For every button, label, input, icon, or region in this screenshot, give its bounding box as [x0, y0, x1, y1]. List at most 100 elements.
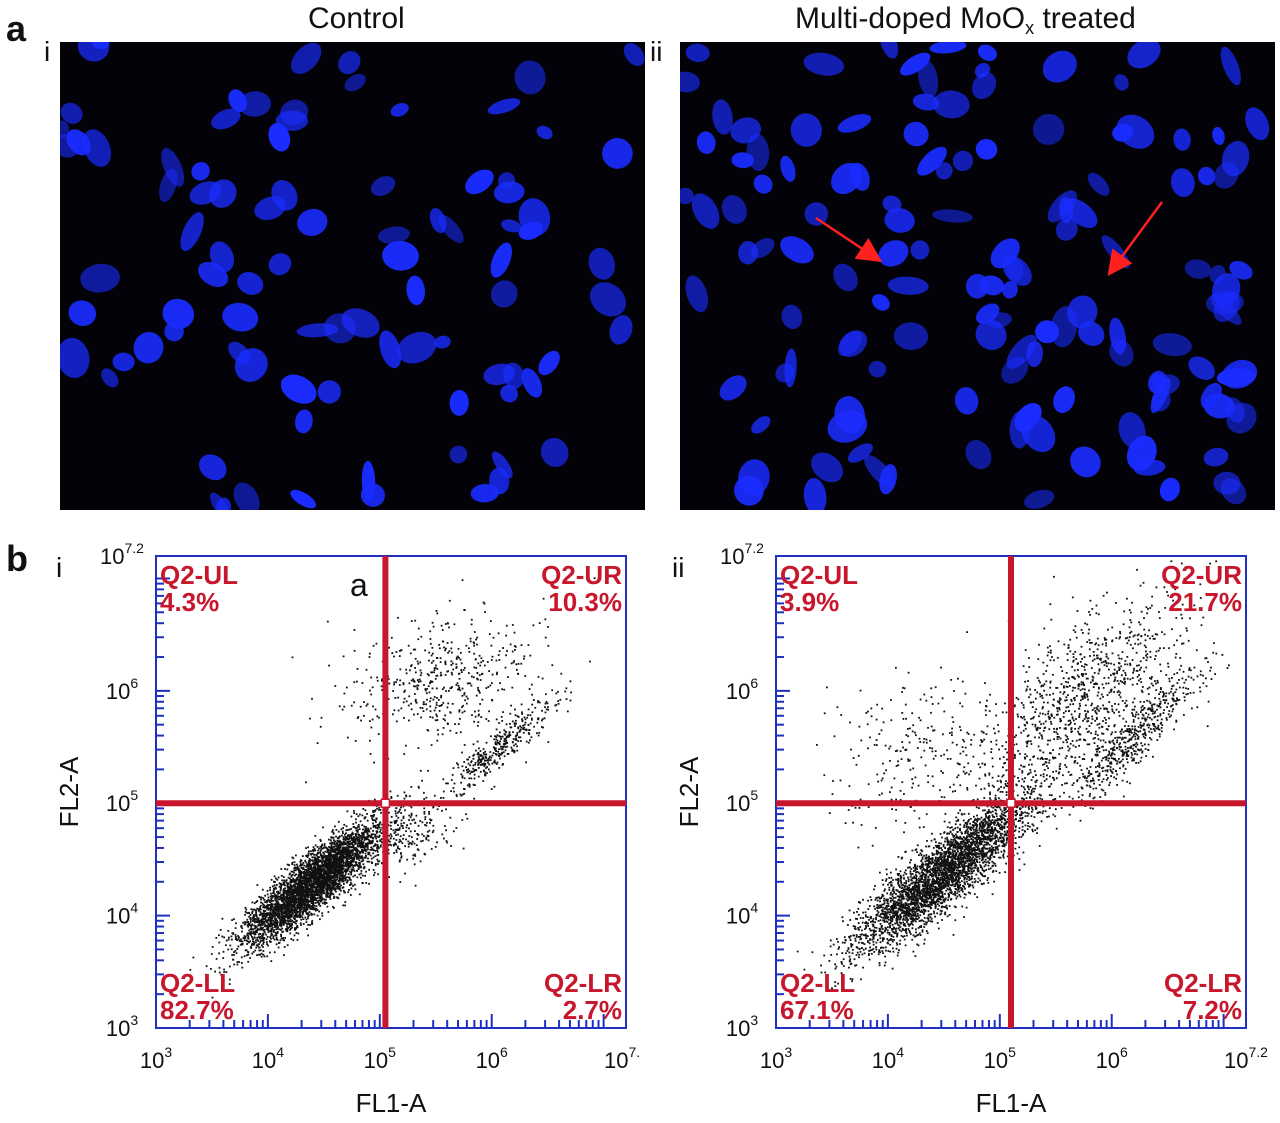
scatter-point [313, 907, 316, 910]
scatter-point [246, 918, 249, 921]
scatter-point [372, 845, 375, 848]
scatter-point [235, 952, 238, 954]
scatter-point [295, 922, 297, 925]
scatter-point [283, 891, 286, 894]
scatter-point [431, 716, 434, 719]
scatter-point [371, 814, 374, 817]
scatter-point [316, 891, 319, 894]
scatter-point [320, 894, 323, 896]
scatter-point [367, 842, 370, 845]
scatter-point [452, 662, 454, 665]
scatter-point [329, 855, 332, 858]
scatter-point [297, 932, 300, 935]
scatter-point [333, 850, 336, 853]
scatter-point [433, 671, 435, 674]
scatter-point [355, 829, 358, 832]
scatter-point [374, 809, 377, 811]
scatter-point [256, 931, 258, 934]
scatter-point [279, 895, 281, 898]
scatter-point [463, 667, 466, 669]
scatter-point [367, 857, 369, 860]
scatter-point [259, 949, 262, 952]
scatter-point [367, 827, 369, 830]
scatter-point [327, 870, 330, 873]
scatter-point [395, 807, 398, 810]
scatter-point [470, 684, 473, 687]
nucleus [680, 187, 694, 205]
scatter-point [259, 908, 262, 911]
scatter-point [359, 834, 362, 837]
scatter-point [325, 876, 327, 878]
scatter-point [246, 912, 249, 914]
scatter-point [254, 925, 257, 927]
scatter-point [293, 916, 296, 918]
scatter-point [262, 897, 265, 899]
scatter-point [359, 857, 362, 860]
scatter-point [270, 892, 272, 895]
scatter-point [349, 851, 351, 853]
scatter-point [321, 912, 324, 915]
scatter-point [314, 867, 317, 870]
scatter-point [307, 900, 310, 902]
scatter-point [328, 856, 331, 858]
scatter-point [332, 862, 335, 864]
scatter-point [323, 872, 326, 875]
panel-a-ii-title-main: Multi-doped MoO [795, 2, 1026, 35]
scatter-point [283, 954, 285, 956]
scatter-point [274, 894, 277, 896]
scatter-point [336, 839, 339, 842]
scatter-point [419, 669, 422, 672]
scatter-point [366, 848, 369, 850]
scatter-point [416, 684, 419, 687]
scatter-point [214, 970, 216, 973]
nucleus [837, 331, 863, 357]
scatter-point [242, 937, 245, 939]
nucleus [979, 275, 1005, 296]
scatter-point [335, 865, 338, 867]
scatter-point [297, 888, 300, 891]
scatter-point [340, 884, 342, 887]
panel-a-i-label: i [44, 36, 51, 67]
nucleus [449, 389, 469, 416]
scatter-point [462, 669, 465, 671]
scatter-point [297, 875, 300, 878]
scatter-point [371, 817, 374, 819]
scatter-point [523, 655, 526, 658]
scatter-point [332, 877, 335, 879]
scatter-point [236, 963, 239, 966]
scatter-point [255, 944, 258, 947]
scatter-point [320, 872, 323, 875]
scatter-point [288, 910, 291, 913]
scatter-point [258, 949, 261, 952]
scatter-point [353, 855, 356, 858]
scatter-point [286, 886, 289, 889]
scatter-point [336, 878, 339, 881]
scatter-point [262, 950, 265, 952]
scatter-point [402, 815, 405, 818]
scatter-point [326, 882, 328, 884]
scatter-point [275, 895, 278, 898]
scatter-point [363, 849, 366, 851]
scatter-point [355, 864, 358, 866]
scatter-point [395, 681, 397, 684]
scatter-point [338, 880, 341, 883]
scatter-point [338, 861, 341, 863]
scatter-point [434, 719, 437, 722]
scatter-point [357, 833, 360, 836]
scatter-point [309, 924, 311, 926]
scatter-point [317, 888, 320, 891]
scatter-point [236, 961, 239, 963]
scatter-point [433, 696, 436, 698]
scatter-point [261, 944, 263, 947]
scatter-point [281, 898, 284, 900]
scatter-point [293, 889, 296, 892]
scatter-point [292, 939, 295, 942]
scatter-point [394, 842, 397, 845]
scatter-point [355, 863, 357, 865]
scatter-point [426, 698, 428, 701]
scatter-point [248, 911, 250, 914]
scatter-point [330, 867, 333, 870]
nucleus [1024, 489, 1055, 509]
scatter-point [436, 612, 439, 615]
scatter-point [275, 933, 278, 935]
